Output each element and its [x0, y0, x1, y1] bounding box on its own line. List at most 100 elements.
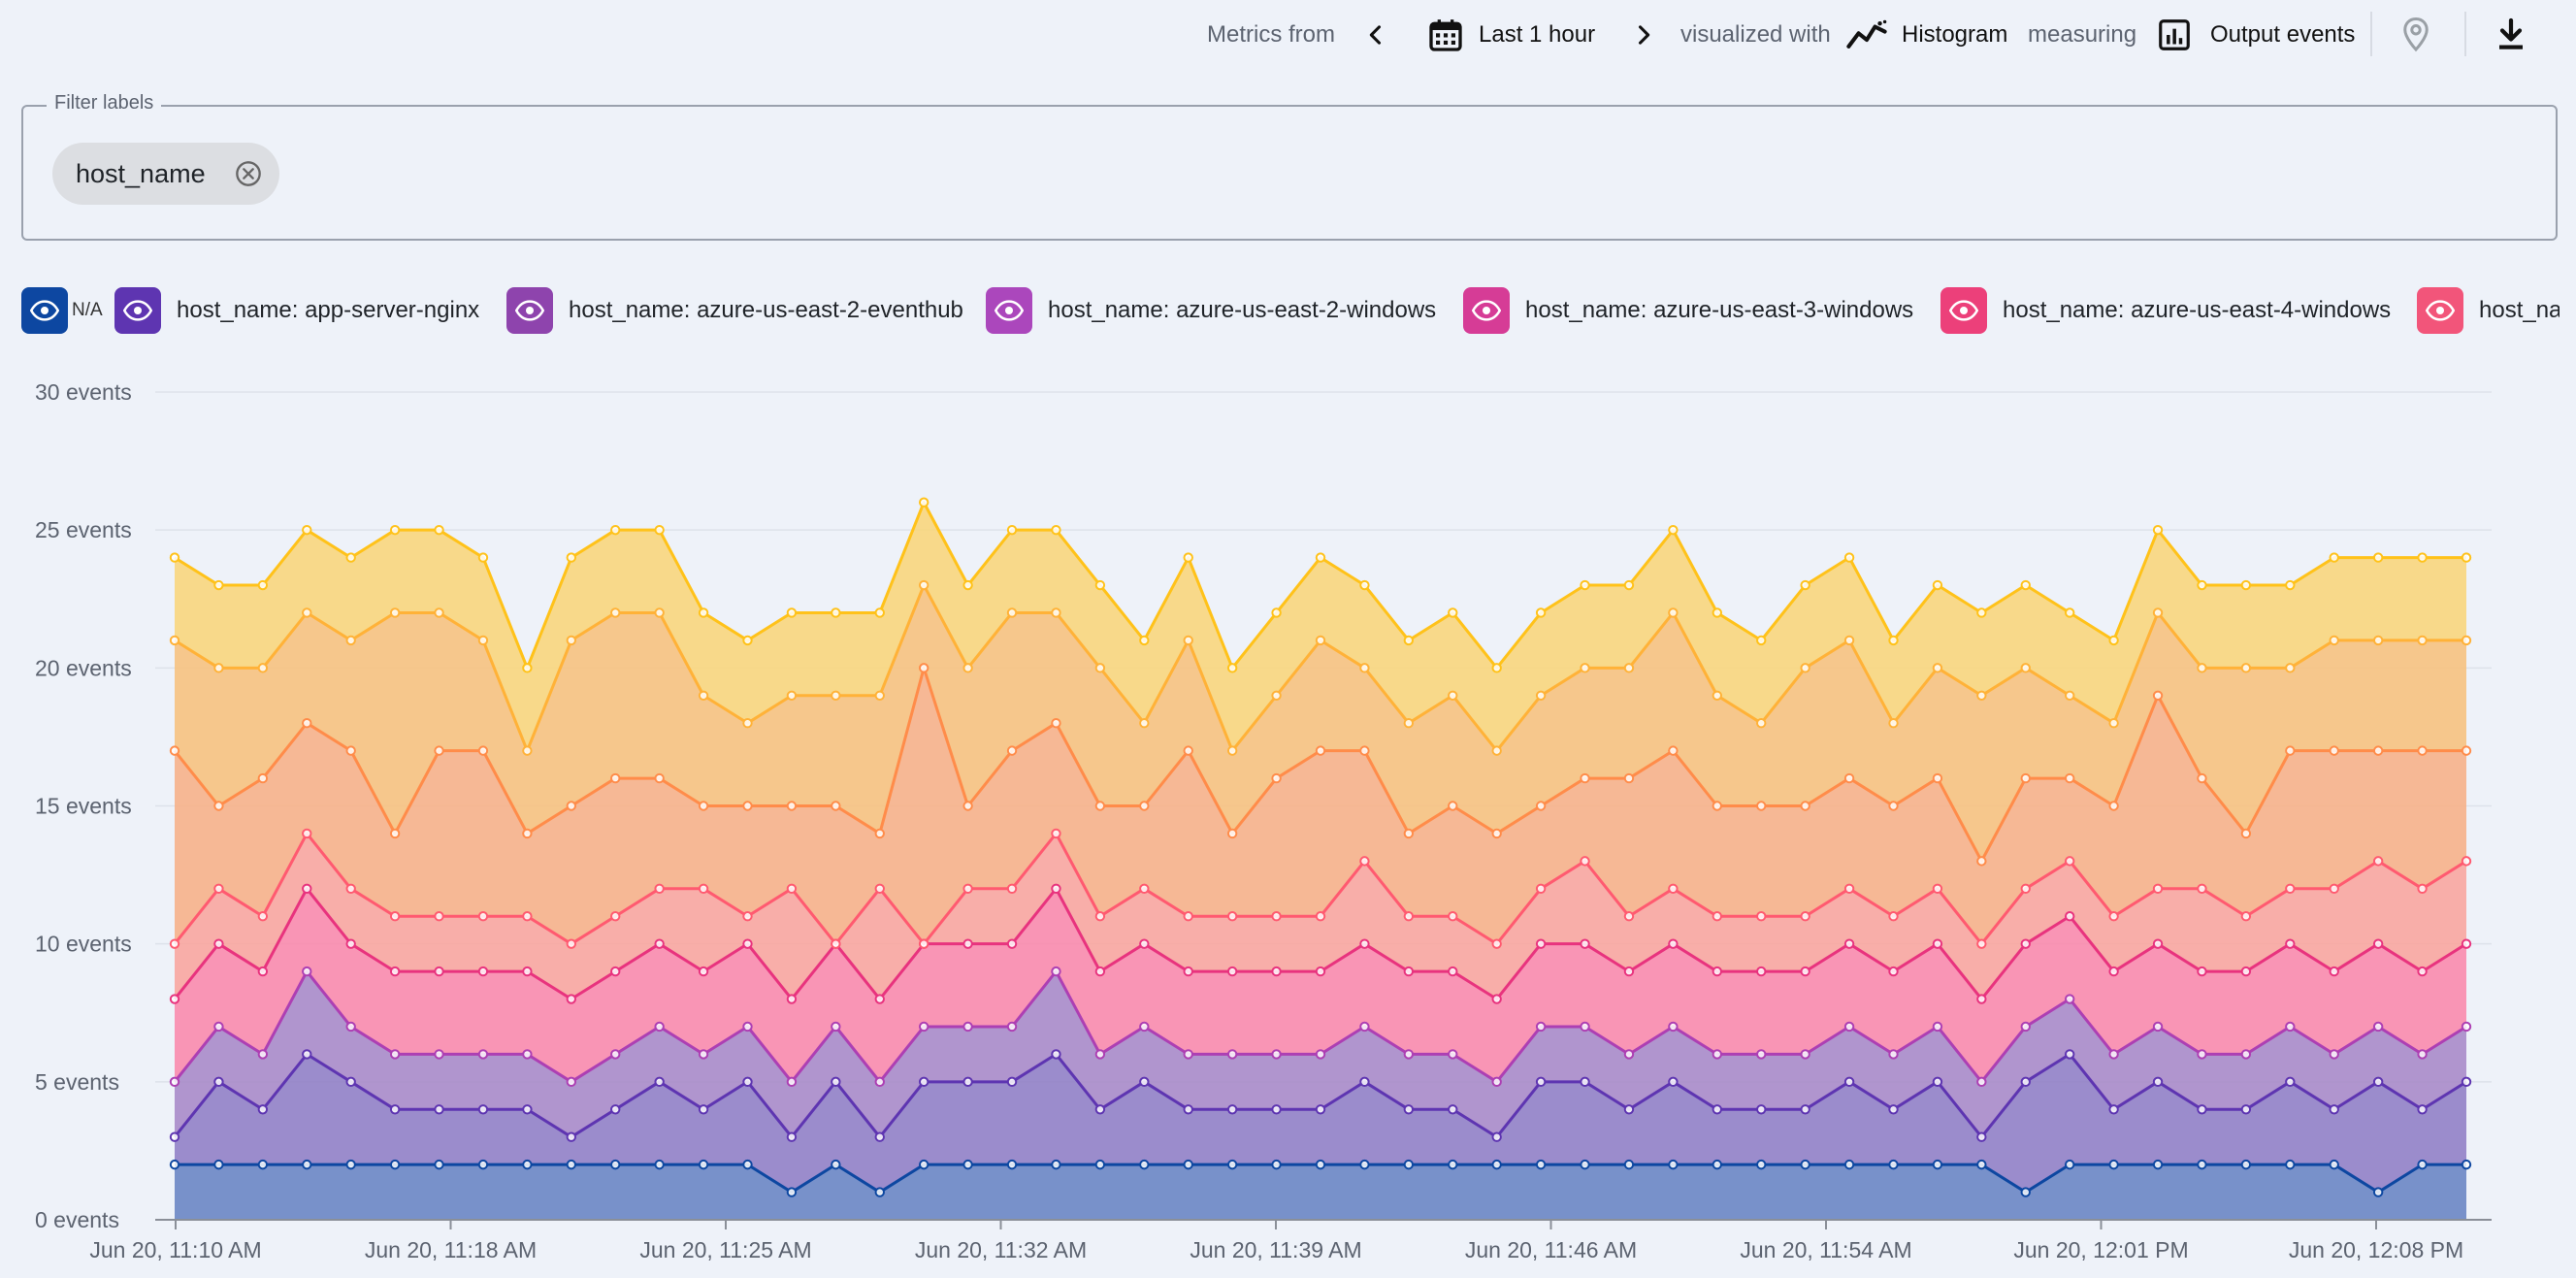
data-point[interactable]: [477, 1049, 489, 1060]
data-point[interactable]: [1756, 1104, 1767, 1115]
data-point[interactable]: [169, 745, 180, 756]
data-point[interactable]: [1448, 1159, 1458, 1170]
data-point[interactable]: [874, 1187, 885, 1197]
data-point[interactable]: [1535, 690, 1547, 701]
data-point[interactable]: [2372, 1187, 2384, 1197]
data-point[interactable]: [831, 690, 841, 701]
data-point[interactable]: [2417, 1104, 2428, 1115]
data-point[interactable]: [2285, 883, 2296, 894]
data-point[interactable]: [257, 911, 269, 922]
data-point[interactable]: [389, 1159, 401, 1170]
visibility-toggle[interactable]: [986, 287, 1032, 334]
data-point[interactable]: [1051, 883, 1061, 894]
data-point[interactable]: [1403, 718, 1415, 729]
data-point[interactable]: [742, 911, 753, 922]
data-point[interactable]: [1051, 524, 1061, 536]
data-point[interactable]: [1403, 635, 1415, 646]
data-point[interactable]: [1051, 966, 1061, 977]
data-point[interactable]: [1932, 579, 1943, 591]
data-point[interactable]: [1271, 607, 1282, 618]
data-point[interactable]: [477, 1104, 489, 1115]
data-point[interactable]: [1800, 1049, 1810, 1060]
data-point[interactable]: [1094, 966, 1106, 977]
data-point[interactable]: [1271, 772, 1282, 784]
data-point[interactable]: [2152, 1076, 2164, 1088]
data-point[interactable]: [742, 938, 753, 949]
data-point[interactable]: [1491, 828, 1502, 839]
data-point[interactable]: [962, 801, 973, 811]
data-point[interactable]: [1756, 966, 1767, 977]
data-point[interactable]: [874, 1131, 885, 1142]
data-point[interactable]: [2020, 883, 2031, 894]
data-point[interactable]: [698, 1159, 709, 1170]
data-point[interactable]: [654, 1076, 665, 1088]
data-point[interactable]: [1491, 994, 1502, 1004]
data-point[interactable]: [2329, 883, 2339, 894]
data-point[interactable]: [654, 1021, 665, 1032]
data-point[interactable]: [389, 828, 401, 839]
data-point[interactable]: [1580, 938, 1590, 949]
data-point[interactable]: [1843, 938, 1855, 949]
data-point[interactable]: [786, 1076, 798, 1088]
data-point[interactable]: [1623, 1049, 1635, 1060]
data-point[interactable]: [345, 1021, 356, 1032]
data-point[interactable]: [1051, 1159, 1061, 1170]
data-point[interactable]: [1006, 1159, 1018, 1170]
data-point[interactable]: [698, 966, 709, 977]
data-point[interactable]: [831, 1159, 841, 1170]
data-point[interactable]: [169, 994, 180, 1004]
data-point[interactable]: [1668, 1021, 1679, 1032]
data-point[interactable]: [1535, 801, 1547, 811]
data-point[interactable]: [345, 1159, 356, 1170]
data-point[interactable]: [477, 966, 489, 977]
data-point[interactable]: [1843, 635, 1855, 646]
data-point[interactable]: [1271, 966, 1282, 977]
data-point[interactable]: [1843, 1159, 1855, 1170]
data-point[interactable]: [742, 635, 753, 646]
data-point[interactable]: [2240, 911, 2252, 922]
data-point[interactable]: [918, 1159, 929, 1170]
data-point[interactable]: [522, 663, 533, 673]
data-point[interactable]: [962, 1159, 973, 1170]
data-point[interactable]: [1888, 1049, 1899, 1060]
data-point[interactable]: [1712, 1049, 1723, 1060]
data-point[interactable]: [1535, 1021, 1547, 1032]
data-point[interactable]: [1800, 1159, 1810, 1170]
data-point[interactable]: [302, 883, 312, 894]
data-point[interactable]: [213, 938, 224, 949]
data-point[interactable]: [2372, 1021, 2384, 1032]
data-point[interactable]: [2329, 1104, 2339, 1115]
data-point[interactable]: [1800, 966, 1810, 977]
data-point[interactable]: [1668, 1159, 1679, 1170]
data-point[interactable]: [1448, 801, 1458, 811]
data-point[interactable]: [169, 1131, 180, 1142]
legend-item[interactable]: host_name: app-server-nginx: [114, 283, 479, 338]
data-point[interactable]: [302, 828, 312, 839]
data-point[interactable]: [434, 1049, 444, 1060]
data-point[interactable]: [522, 966, 533, 977]
data-point[interactable]: [302, 718, 312, 729]
data-point[interactable]: [1668, 938, 1679, 949]
data-point[interactable]: [1183, 966, 1193, 977]
data-point[interactable]: [1448, 607, 1458, 618]
data-point[interactable]: [2152, 524, 2164, 536]
data-point[interactable]: [874, 607, 885, 618]
data-point[interactable]: [213, 801, 224, 811]
data-point[interactable]: [2020, 579, 2031, 591]
data-point[interactable]: [389, 607, 401, 618]
data-point[interactable]: [2197, 772, 2207, 784]
data-point[interactable]: [831, 938, 841, 949]
data-point[interactable]: [1051, 1049, 1061, 1060]
data-point[interactable]: [1183, 1049, 1193, 1060]
data-point[interactable]: [2240, 1104, 2252, 1115]
data-point[interactable]: [831, 1021, 841, 1032]
data-point[interactable]: [2329, 745, 2339, 756]
data-point[interactable]: [874, 1076, 885, 1088]
data-point[interactable]: [2064, 1159, 2075, 1170]
data-point[interactable]: [1006, 1076, 1018, 1088]
data-point[interactable]: [1226, 745, 1238, 756]
data-point[interactable]: [2417, 635, 2428, 646]
data-point[interactable]: [2285, 1159, 2296, 1170]
data-point[interactable]: [1094, 1049, 1106, 1060]
data-point[interactable]: [213, 1021, 224, 1032]
